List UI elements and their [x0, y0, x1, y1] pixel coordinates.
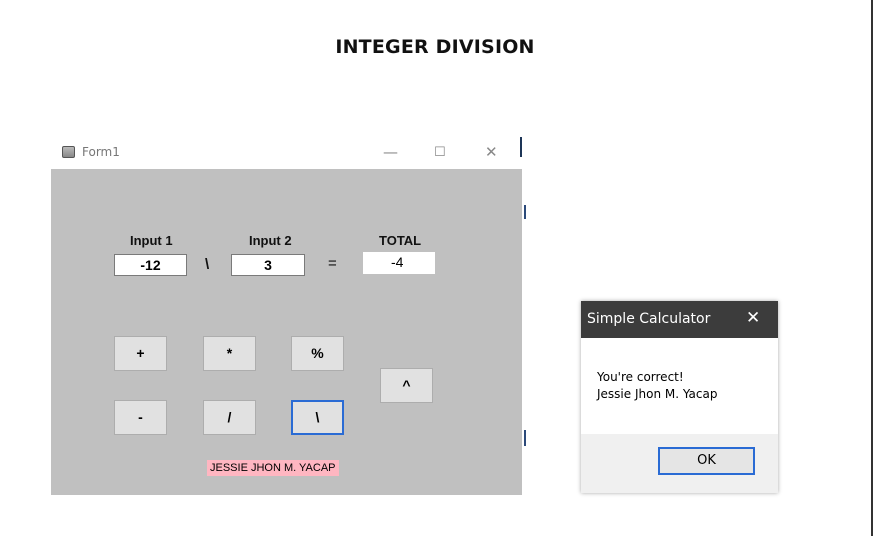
message-box: Simple Calculator ✕ You're correct! Jess… [581, 301, 778, 493]
message-line-2: Jessie Jhon M. Yacap [597, 387, 717, 401]
app-icon [62, 146, 75, 158]
ok-button[interactable]: OK [658, 447, 755, 475]
form1-window: Form1 — ☐ ✕ Input 1 Input 2 TOTAL -12 \ … [51, 137, 522, 495]
author-name-label: JESSIE JHON M. YACAP [207, 460, 339, 476]
minimize-icon[interactable]: — [383, 143, 398, 161]
background-window-edge [524, 430, 526, 446]
background-window-edge [524, 205, 526, 219]
total-field[interactable]: -4 [363, 252, 435, 274]
message-box-footer: OK [581, 434, 778, 493]
maximize-icon[interactable]: ☐ [434, 145, 446, 160]
input2-field[interactable]: 3 [231, 254, 305, 276]
modulo-button[interactable]: % [291, 336, 344, 371]
divide-button[interactable]: / [203, 400, 256, 435]
input2-label: Input 2 [249, 233, 292, 248]
form1-titlebar[interactable]: Form1 — ☐ ✕ [51, 137, 522, 169]
power-button[interactable]: ^ [380, 368, 433, 403]
close-icon[interactable]: ✕ [746, 308, 760, 328]
message-box-title: Simple Calculator [587, 311, 710, 327]
window-edge [520, 137, 522, 157]
message-box-titlebar[interactable]: Simple Calculator ✕ [581, 301, 778, 338]
add-button[interactable]: + [114, 336, 167, 371]
message-line-1: You're correct! [597, 370, 684, 384]
input1-label: Input 1 [130, 233, 173, 248]
input1-field[interactable]: -12 [114, 254, 187, 276]
close-icon[interactable]: ✕ [485, 143, 498, 161]
page-title: INTEGER DIVISION [0, 36, 870, 58]
multiply-button[interactable]: * [203, 336, 256, 371]
equals-symbol: = [328, 255, 337, 272]
total-label: TOTAL [379, 233, 421, 248]
window-title: Form1 [82, 145, 120, 159]
integer-divide-button[interactable]: \ [291, 400, 344, 435]
subtract-button[interactable]: - [114, 400, 167, 435]
operator-symbol: \ [205, 256, 209, 273]
page-right-border [871, 0, 873, 536]
